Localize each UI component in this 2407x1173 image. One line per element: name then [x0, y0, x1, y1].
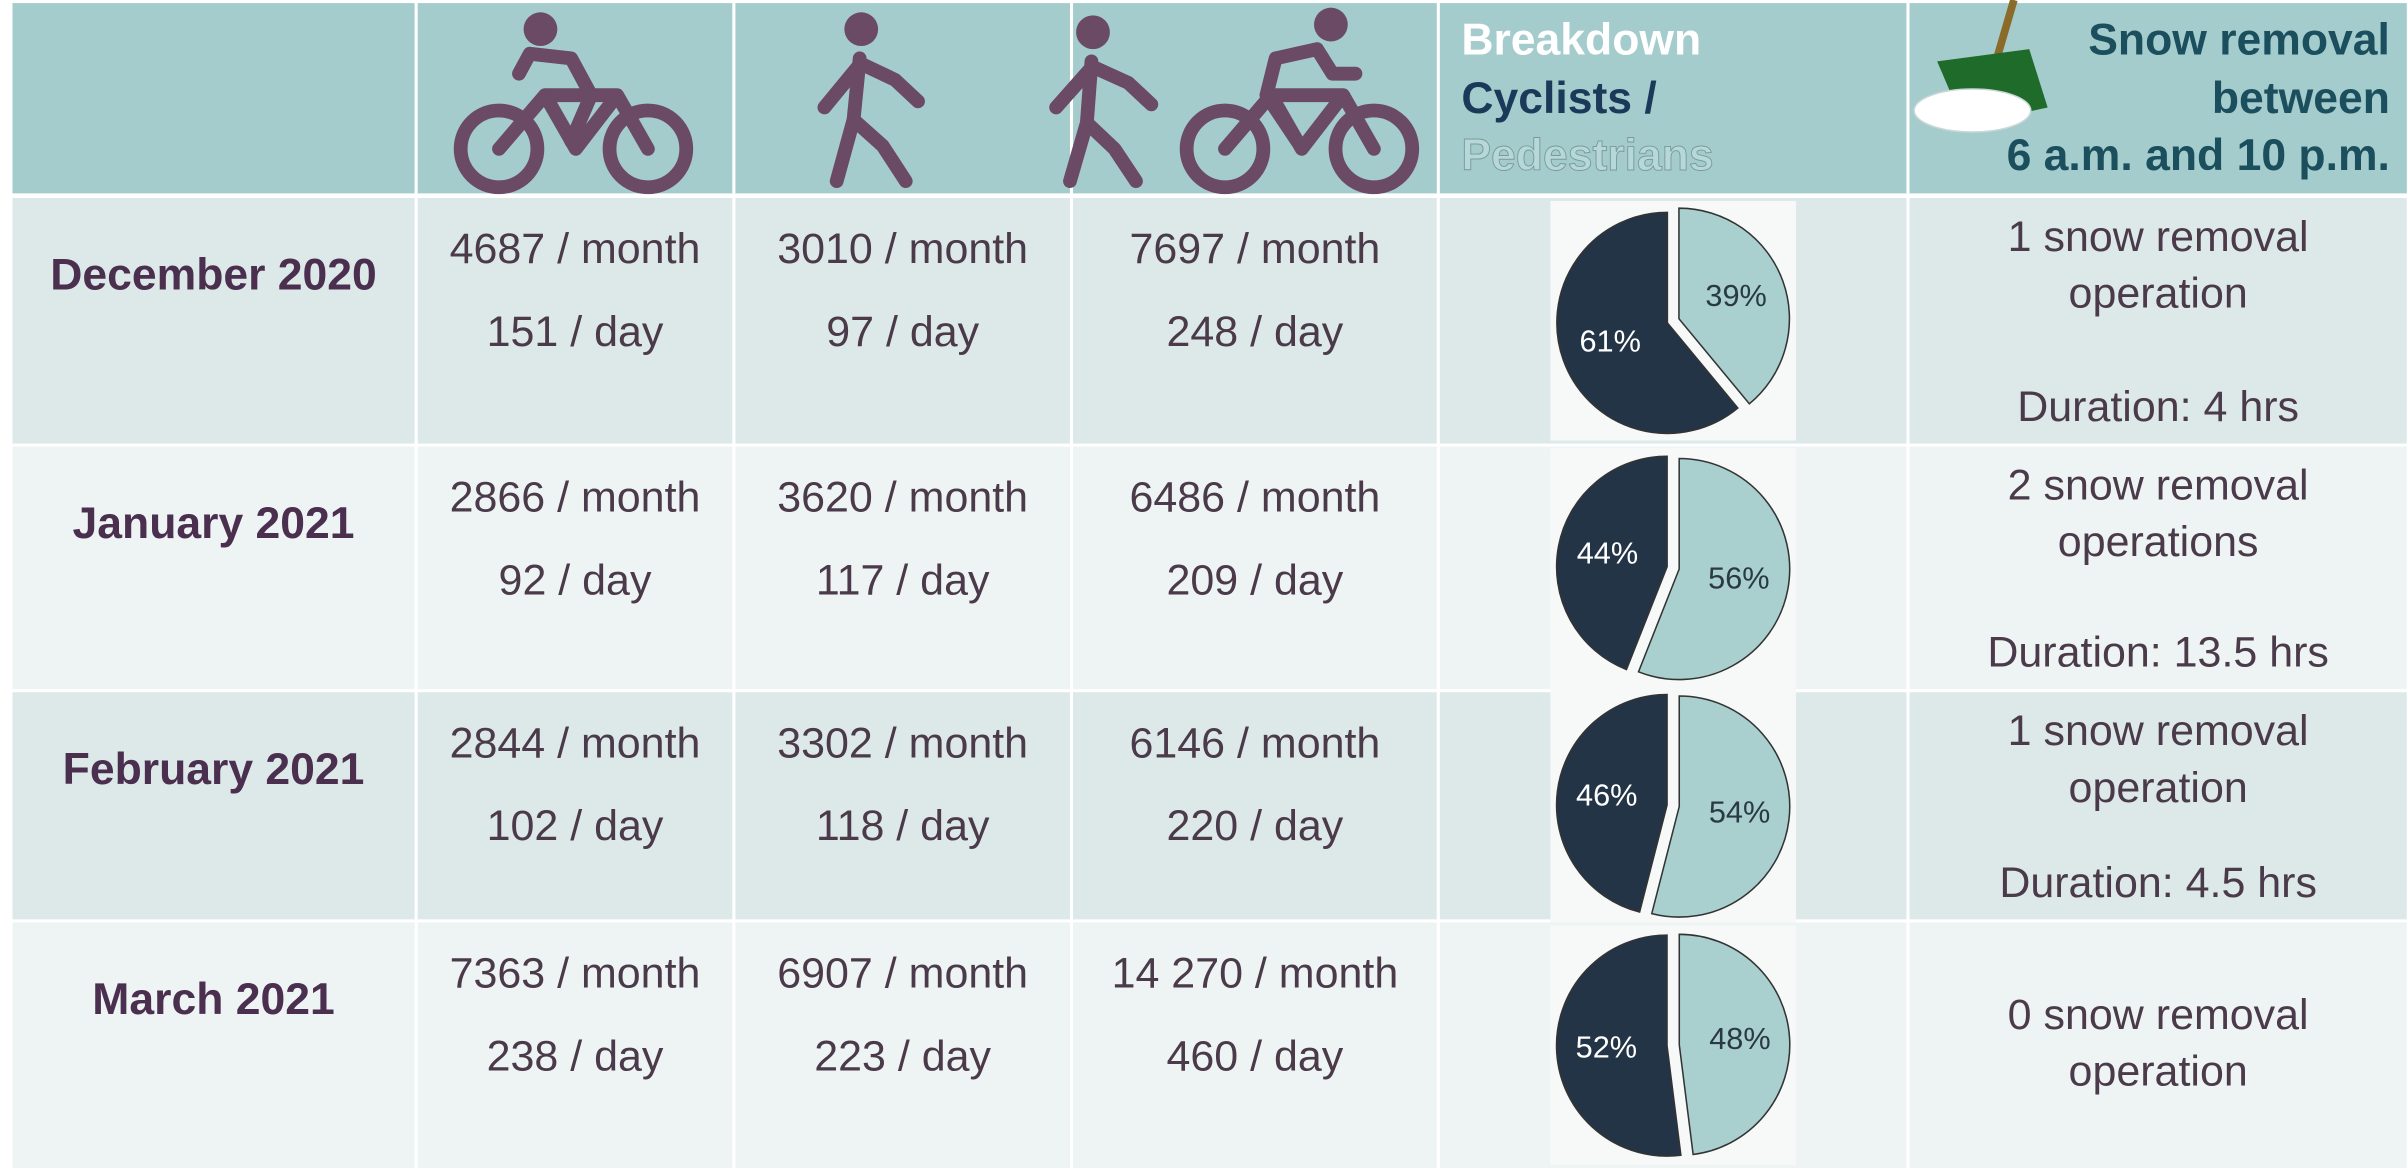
total-count: 248 / day: [1167, 308, 1344, 356]
total-count: 460 / day: [1167, 1032, 1344, 1080]
pedestrians-count: 97 / day: [826, 308, 979, 356]
snow-operations: operations: [2058, 518, 2259, 566]
snow-table: Breakdown Cyclists / Pedestrians Snow re…: [0, 0, 2407, 1168]
header-snow: 6 a.m. and 10 p.m.: [2007, 131, 2390, 180]
cyclists-count: 102 / day: [487, 802, 664, 850]
cyclists-count: 2866 / month: [450, 474, 701, 522]
pie-label: 61%: [1579, 324, 1640, 359]
period: January 2021: [73, 499, 355, 548]
pie-label: 46%: [1576, 778, 1637, 813]
snow-operations: 1 snow removal: [2008, 213, 2309, 261]
total-count: 7697 / month: [1130, 225, 1381, 273]
pie-label: 54%: [1709, 794, 1770, 829]
total-count: 14 270 / month: [1112, 949, 1399, 997]
pie-label: 39%: [1705, 278, 1766, 313]
total-count: 6486 / month: [1130, 474, 1381, 522]
cyclists-count: 7363 / month: [450, 949, 701, 997]
pedestrians-count: 3010 / month: [777, 225, 1028, 273]
pedestrians-count: 6907 / month: [777, 949, 1028, 997]
snow-operations: operation: [2069, 764, 2248, 812]
header-breakdown: Pedestrians: [1461, 131, 1713, 180]
header-breakdown: Breakdown: [1461, 16, 1701, 65]
snow-duration: Duration: 4 hrs: [2017, 383, 2299, 431]
cyclists-count: 151 / day: [487, 308, 664, 356]
snow-operations: operation: [2069, 1048, 2248, 1096]
cell: [12, 692, 414, 919]
pie-label: 48%: [1709, 1021, 1770, 1056]
total-count: 6146 / month: [1130, 719, 1381, 767]
period: December 2020: [50, 251, 377, 300]
pie-label: 44%: [1577, 535, 1638, 570]
cyclists-count: 238 / day: [487, 1032, 664, 1080]
header-breakdown: Cyclists /: [1461, 74, 1656, 123]
snow-operations: 0 snow removal: [2008, 991, 2309, 1039]
cell: [12, 198, 414, 444]
total-count: 209 / day: [1167, 557, 1344, 605]
pedestrians-count: 223 / day: [814, 1032, 991, 1080]
header-snow: Snow removal: [2088, 16, 2390, 65]
snow-duration: Duration: 4.5 hrs: [1999, 859, 2317, 907]
pie-label: 52%: [1576, 1030, 1637, 1065]
pedestrians-count: 118 / day: [816, 802, 990, 850]
cell: [12, 447, 414, 690]
snow-operations: 1 snow removal: [2008, 707, 2309, 755]
period: March 2021: [92, 975, 334, 1024]
cyclists-count: 2844 / month: [450, 719, 701, 767]
header-cell: [12, 3, 414, 193]
pedestrians-count: 3302 / month: [777, 719, 1028, 767]
period: February 2021: [63, 745, 365, 794]
snow-operations: 2 snow removal: [2008, 461, 2309, 509]
cell: [12, 922, 414, 1168]
cell: [1910, 922, 2407, 1168]
cyclists-count: 92 / day: [499, 557, 652, 605]
total-count: 220 / day: [1167, 802, 1344, 850]
pedestrians-count: 3620 / month: [777, 474, 1028, 522]
pedestrians-count: 117 / day: [816, 557, 990, 605]
snow-duration: Duration: 13.5 hrs: [1987, 629, 2329, 677]
cyclists-count: 4687 / month: [450, 225, 701, 273]
pie-label: 56%: [1708, 561, 1769, 596]
header-snow: between: [2212, 74, 2390, 123]
snow-operations: operation: [2069, 270, 2248, 318]
